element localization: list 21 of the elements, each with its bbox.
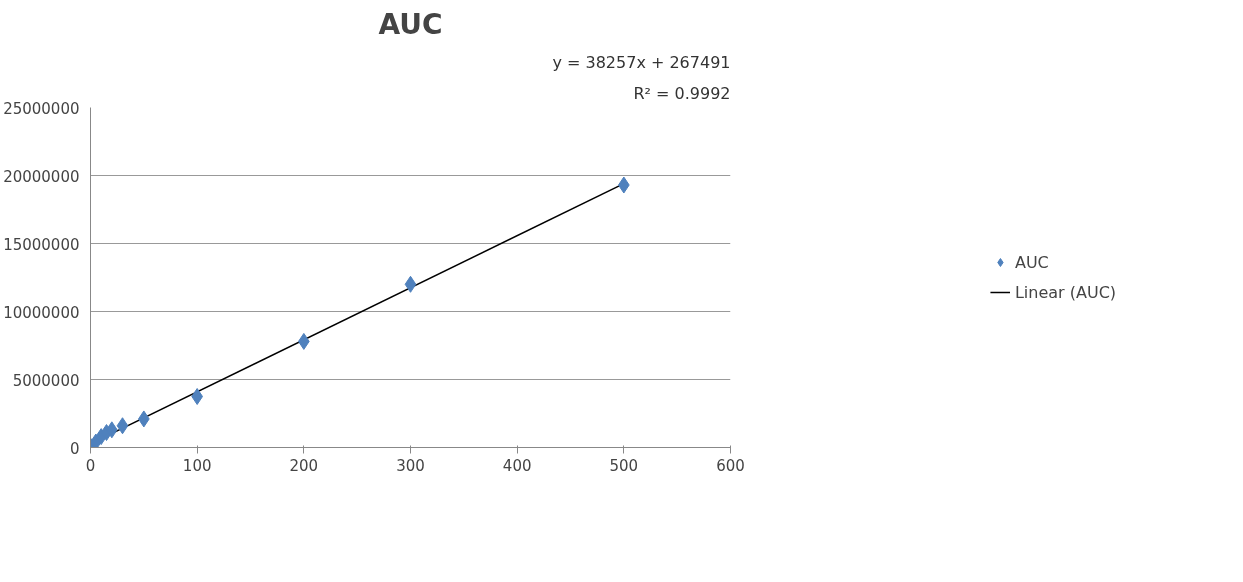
y-tick-label: 15000000: [3, 235, 80, 254]
x-tick-label: 100: [182, 456, 212, 475]
legend-label: Linear (AUC): [1014, 282, 1117, 302]
x-tick-label: 0: [85, 456, 96, 475]
text: R² = 0.9992: [633, 83, 731, 103]
point: [404, 275, 417, 293]
text: y = 38257x + 267491: [552, 52, 731, 72]
x-tick-label: 200: [289, 456, 319, 475]
x-tick-label: 400: [502, 456, 532, 475]
y-tick-label: 5000000: [12, 371, 80, 390]
x-tick-label: 600: [716, 456, 745, 475]
point: [116, 417, 129, 435]
x-tick-label: 500: [609, 456, 639, 475]
y-tick-label: 25000000: [3, 99, 80, 118]
y-tick-label: 20000000: [3, 167, 80, 186]
x-tick-label: 300: [396, 456, 425, 475]
y-tick-label: 10000000: [3, 303, 80, 322]
chart-title: AUC: [378, 7, 443, 41]
point: [191, 388, 203, 405]
legend-label: AUC: [1014, 252, 1049, 272]
y-tick-label: 0: [69, 439, 80, 458]
